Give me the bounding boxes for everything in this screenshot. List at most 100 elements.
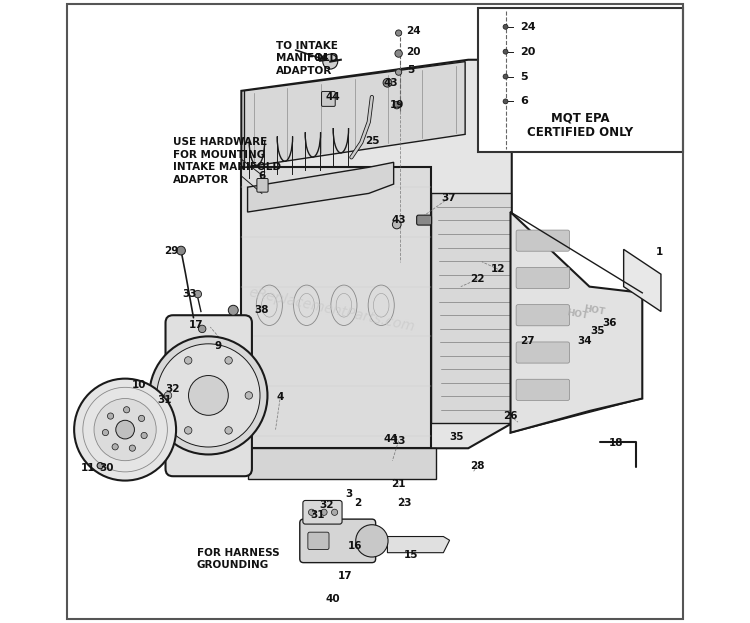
Circle shape [98, 462, 104, 468]
Polygon shape [244, 62, 465, 168]
Circle shape [245, 392, 253, 399]
Circle shape [164, 392, 172, 399]
FancyBboxPatch shape [516, 379, 569, 401]
Circle shape [94, 399, 156, 460]
Text: 32: 32 [320, 500, 334, 510]
Text: 31: 31 [310, 510, 325, 520]
Text: 4: 4 [277, 392, 284, 402]
Text: 25: 25 [364, 136, 380, 146]
Text: HOT: HOT [583, 304, 605, 316]
Circle shape [395, 50, 402, 57]
FancyBboxPatch shape [322, 92, 335, 107]
FancyBboxPatch shape [417, 215, 431, 225]
Text: 12: 12 [490, 264, 506, 274]
Circle shape [503, 99, 508, 104]
Text: 43: 43 [383, 78, 398, 88]
Text: 43: 43 [392, 214, 406, 224]
Circle shape [141, 432, 147, 439]
Text: 20: 20 [520, 47, 536, 57]
Text: 1: 1 [656, 247, 663, 257]
Text: 36: 36 [603, 318, 617, 328]
Text: 34: 34 [578, 336, 592, 346]
Text: 20: 20 [406, 47, 421, 57]
Circle shape [503, 49, 508, 54]
Text: 2: 2 [354, 498, 362, 508]
Circle shape [102, 429, 109, 435]
Text: 37: 37 [441, 193, 456, 203]
Text: 15: 15 [404, 550, 418, 560]
Text: 28: 28 [470, 460, 484, 470]
Polygon shape [431, 193, 511, 424]
FancyBboxPatch shape [308, 532, 329, 549]
Circle shape [392, 220, 401, 229]
Text: 35: 35 [590, 326, 604, 336]
Text: 21: 21 [392, 479, 406, 489]
Circle shape [177, 246, 185, 255]
Text: 29: 29 [164, 245, 178, 255]
Circle shape [332, 509, 338, 515]
Circle shape [194, 290, 202, 298]
Text: 31: 31 [158, 395, 172, 405]
Circle shape [124, 407, 130, 413]
Text: 6: 6 [520, 97, 528, 107]
Text: 32: 32 [166, 384, 180, 394]
Text: 33: 33 [182, 289, 197, 299]
Circle shape [225, 357, 232, 364]
Text: 18: 18 [609, 439, 623, 449]
Text: 5: 5 [407, 65, 415, 75]
FancyBboxPatch shape [516, 305, 569, 326]
FancyBboxPatch shape [516, 230, 569, 251]
Text: 13: 13 [392, 436, 406, 446]
Text: MQT EPA
CERTIFIED ONLY: MQT EPA CERTIFIED ONLY [527, 111, 633, 139]
Text: eReplacementParts.com: eReplacementParts.com [248, 286, 416, 335]
Text: 44: 44 [326, 92, 340, 102]
Text: 6: 6 [258, 171, 266, 181]
Text: 9: 9 [214, 341, 222, 351]
Circle shape [129, 445, 136, 451]
Text: 40: 40 [326, 594, 340, 604]
Polygon shape [248, 163, 394, 212]
Circle shape [503, 74, 508, 79]
Text: 22: 22 [470, 274, 484, 284]
Text: 10: 10 [131, 380, 146, 390]
Circle shape [322, 54, 338, 69]
Text: 17: 17 [338, 571, 352, 581]
Circle shape [139, 416, 145, 422]
Circle shape [74, 379, 176, 480]
FancyBboxPatch shape [303, 500, 342, 524]
Circle shape [395, 69, 402, 75]
FancyBboxPatch shape [516, 267, 569, 288]
Text: 17: 17 [189, 320, 203, 330]
Text: TO INTAKE
MANIFOLD
ADAPTOR: TO INTAKE MANIFOLD ADAPTOR [275, 41, 338, 76]
Circle shape [184, 357, 192, 364]
Polygon shape [624, 249, 661, 312]
Polygon shape [388, 536, 449, 553]
Circle shape [393, 102, 400, 109]
FancyBboxPatch shape [516, 342, 569, 363]
Text: 16: 16 [348, 541, 362, 551]
Circle shape [321, 509, 327, 515]
Text: HOT: HOT [566, 308, 589, 321]
Circle shape [116, 421, 134, 439]
Text: 44: 44 [383, 434, 398, 444]
Text: 14: 14 [315, 53, 329, 63]
Text: 27: 27 [520, 336, 535, 346]
Text: 5: 5 [520, 72, 527, 82]
Circle shape [395, 30, 402, 36]
Circle shape [112, 444, 118, 450]
Text: USE HARDWARE
FOR MOUNTING
INTAKE MANIFOLD
ADAPTOR: USE HARDWARE FOR MOUNTING INTAKE MANIFOL… [173, 138, 281, 184]
Text: 11: 11 [80, 463, 95, 473]
Circle shape [503, 24, 508, 29]
Polygon shape [242, 60, 512, 449]
Text: 35: 35 [450, 432, 464, 442]
Circle shape [184, 427, 192, 434]
Circle shape [107, 413, 114, 419]
Circle shape [149, 336, 268, 454]
FancyBboxPatch shape [300, 519, 376, 563]
FancyBboxPatch shape [166, 315, 252, 476]
FancyBboxPatch shape [257, 178, 268, 192]
Text: FOR HARNESS
GROUNDING: FOR HARNESS GROUNDING [197, 548, 280, 570]
Text: 38: 38 [254, 305, 269, 315]
Polygon shape [511, 212, 642, 433]
Circle shape [383, 78, 392, 87]
